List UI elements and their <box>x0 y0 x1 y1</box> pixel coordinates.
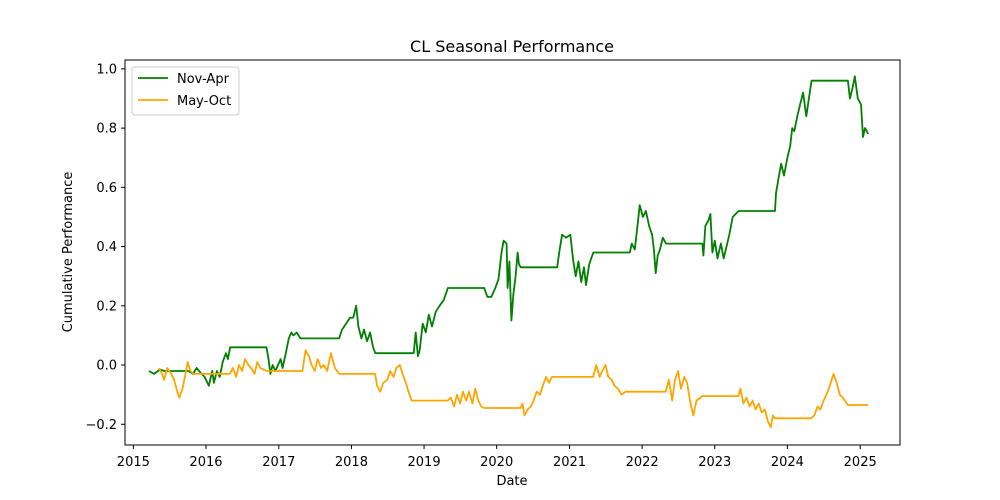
legend: Nov-Apr May-Oct <box>131 66 240 116</box>
y-tick-label: 0.6 <box>96 181 117 196</box>
series-layer <box>148 75 869 429</box>
y-tick-label: 1.0 <box>96 62 117 77</box>
x-tick-label: 2021 <box>553 455 586 470</box>
series-line-nov-apr <box>148 75 869 387</box>
x-axis-title: Date <box>496 474 527 489</box>
y-tick-label: 0.8 <box>96 122 117 137</box>
x-tick-label: 2017 <box>262 455 295 470</box>
y-tick-label: 0.4 <box>96 240 117 255</box>
x-tick-label: 2020 <box>480 455 513 470</box>
y-axis-title: Cumulative Performance <box>61 172 76 333</box>
legend-label-may-oct: May-Oct <box>177 94 231 109</box>
chart-title: CL Seasonal Performance <box>410 37 614 56</box>
plot-area <box>124 59 901 446</box>
series-line-may-oct <box>158 349 869 429</box>
y-axis: −0.2 0.0 0.2 0.4 0.6 0.8 1.0 <box>85 62 125 433</box>
x-tick-label: 2015 <box>117 455 150 470</box>
x-tick-label: 2018 <box>335 455 368 470</box>
x-tick-label: 2024 <box>771 455 804 470</box>
y-tick-label: 0.2 <box>96 299 117 314</box>
axes-frame <box>124 59 901 446</box>
x-tick-label: 2019 <box>408 455 441 470</box>
x-tick-label: 2022 <box>626 455 659 470</box>
x-tick-label: 2016 <box>189 455 222 470</box>
legend-box <box>131 66 240 116</box>
y-tick-label: 0.0 <box>96 359 117 374</box>
x-tick-label: 2025 <box>844 455 877 470</box>
legend-label-nov-apr: Nov-Apr <box>177 72 230 87</box>
x-axis: 2015 2016 2017 2018 2019 2020 2021 2022 2023 2024… <box>117 445 877 470</box>
x-tick-label: 2023 <box>698 455 731 470</box>
y-tick-label: −0.2 <box>85 418 117 433</box>
